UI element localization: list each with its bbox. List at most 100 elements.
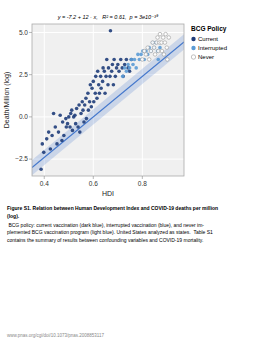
point [147, 58, 151, 62]
point [106, 83, 110, 87]
point [83, 103, 87, 107]
point [68, 125, 72, 129]
tick-label: 2.5 [19, 71, 28, 78]
point [153, 53, 157, 57]
point [99, 75, 103, 79]
tick [29, 32, 32, 33]
point [87, 108, 91, 112]
point [156, 49, 160, 53]
axis-label: Death/Million (log) [3, 72, 11, 128]
point [152, 46, 156, 50]
regression-line [32, 42, 184, 168]
tick [93, 176, 94, 179]
point [156, 36, 160, 40]
point [50, 134, 54, 138]
point [156, 58, 160, 62]
tick-label: 0.4 [40, 180, 49, 187]
point [149, 49, 153, 53]
point [107, 66, 111, 70]
point [81, 108, 85, 112]
grid-line [32, 116, 184, 117]
point [75, 107, 79, 111]
legend-label: Never [198, 54, 214, 60]
point [158, 46, 162, 50]
point [62, 134, 66, 138]
caption-text: BCG policy: current vaccination (dark bl… [7, 222, 204, 228]
point [101, 66, 105, 70]
point [91, 80, 95, 84]
point [85, 117, 89, 121]
point [58, 113, 62, 117]
point [76, 125, 80, 129]
point [92, 100, 96, 104]
point [69, 112, 73, 116]
tick-label: 5.0 [19, 29, 28, 36]
point [133, 58, 137, 62]
point [49, 147, 53, 151]
source: www.pnas.org/cgi/doi/10.1073/pnas.200885… [7, 333, 104, 338]
point [151, 41, 155, 45]
point [123, 63, 127, 67]
point [136, 53, 140, 57]
point [82, 120, 86, 124]
point [103, 91, 107, 95]
point [84, 97, 88, 101]
point [125, 58, 129, 62]
point [105, 58, 109, 62]
caption-title: (log). [7, 213, 20, 219]
point [131, 63, 135, 67]
tick-label: 0.6 [89, 180, 98, 187]
point [146, 46, 150, 50]
point [80, 100, 84, 104]
point [166, 58, 170, 62]
point [161, 36, 165, 40]
point [65, 125, 69, 129]
point [71, 129, 75, 133]
legend: BCG PolicyCurrentInterruptedNever [191, 25, 227, 60]
confidence-band [32, 34, 184, 175]
point [160, 41, 164, 45]
point [53, 125, 57, 129]
point [128, 69, 132, 73]
point [160, 49, 164, 53]
point [115, 66, 119, 70]
point [42, 151, 46, 155]
point [123, 66, 127, 70]
point [66, 122, 70, 126]
point [165, 46, 169, 50]
point [119, 58, 123, 62]
point [134, 66, 138, 70]
frame [32, 24, 184, 176]
point [112, 83, 116, 87]
point [104, 75, 108, 79]
point [112, 58, 116, 62]
point [126, 63, 130, 67]
point [121, 75, 125, 79]
point [139, 53, 143, 57]
point [144, 53, 148, 57]
point [101, 80, 105, 84]
point [129, 58, 133, 62]
legend-marker [191, 55, 195, 59]
point [167, 36, 171, 40]
point [109, 29, 113, 33]
grid-line [32, 159, 184, 160]
tick-label: 0.8 [138, 180, 147, 187]
point [129, 58, 133, 62]
point [141, 58, 145, 62]
point [116, 63, 120, 67]
caption-title: Figure S1. Relation between Human Develo… [7, 205, 218, 211]
point [60, 139, 64, 143]
tick-label: 0.0 [19, 113, 28, 120]
point [163, 41, 167, 45]
point [152, 46, 156, 50]
point [47, 130, 51, 134]
point [67, 115, 71, 119]
point [128, 66, 132, 70]
marks [32, 29, 184, 175]
point [77, 103, 81, 107]
legend-label: Interrupted [198, 45, 227, 51]
point [125, 69, 129, 73]
point [142, 49, 146, 53]
tick-label: −2.5 [15, 155, 28, 162]
